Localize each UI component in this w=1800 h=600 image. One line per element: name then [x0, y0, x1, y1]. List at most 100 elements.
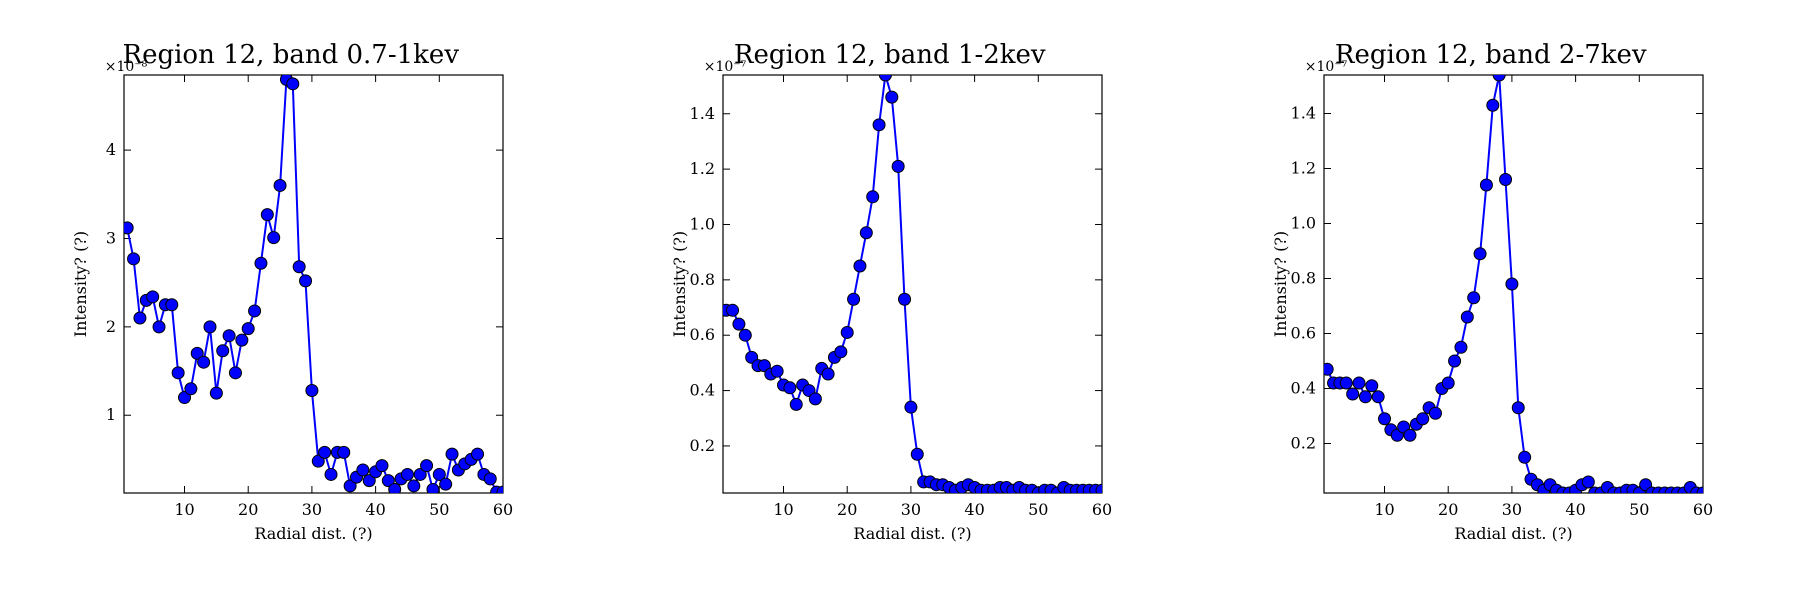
data-point — [375, 459, 389, 473]
data-point — [318, 445, 332, 459]
data-point — [726, 303, 740, 317]
data-point — [165, 298, 179, 312]
x-tick-label: 30 — [302, 500, 322, 519]
data-point — [184, 382, 198, 396]
data-point — [267, 231, 281, 245]
data-point — [337, 445, 351, 459]
data-point — [471, 447, 485, 461]
data-point — [840, 325, 854, 339]
data-point — [808, 392, 822, 406]
data-point — [1581, 475, 1595, 489]
chart-title: Region 12, band 0.7-1kev — [123, 40, 460, 70]
data-point — [178, 391, 192, 405]
chart-panel-2: Region 12, band 1-2kev ×10⁻⁷ Radial dist… — [670, 40, 1112, 543]
y-multiplier: ×10⁻⁷ — [1305, 59, 1348, 75]
x-tick-label: 10 — [1374, 500, 1394, 519]
data-point — [821, 367, 835, 381]
data-point — [1441, 376, 1455, 390]
data-point — [152, 320, 166, 334]
data-point — [343, 479, 357, 493]
data-point — [260, 208, 274, 222]
data-point — [1448, 354, 1462, 368]
chart-title: Region 12, band 1-2kev — [734, 40, 1046, 70]
data-point — [847, 292, 861, 306]
y-tick-label: 0.2 — [690, 436, 715, 455]
chart-panel-1: Region 12, band 0.7-1kev ×10⁻⁸ Radial di… — [71, 40, 513, 543]
series-group — [1324, 75, 1703, 493]
x-tick-label: 60 — [1092, 500, 1112, 519]
data-point — [445, 447, 459, 461]
data-point — [1467, 291, 1481, 305]
data-point — [362, 474, 376, 488]
x-tick-label: 50 — [429, 500, 449, 519]
data-point — [1518, 450, 1532, 464]
x-tick-label: 50 — [1629, 500, 1649, 519]
data-point — [789, 397, 803, 411]
data-point — [1403, 428, 1417, 442]
x-tick-label: 20 — [837, 500, 857, 519]
chart-panel-3: Region 12, band 2-7kev ×10⁻⁷ Radial dist… — [1271, 40, 1713, 543]
data-point — [222, 329, 236, 343]
data-point — [910, 447, 924, 461]
x-tick-label: 20 — [238, 500, 258, 519]
data-point — [878, 75, 892, 82]
data-point — [273, 178, 287, 192]
data-point — [853, 259, 867, 273]
data-point — [209, 386, 223, 400]
data-point — [356, 463, 370, 477]
data-point — [1499, 173, 1513, 186]
data-point — [1339, 376, 1353, 390]
x-tick-label: 60 — [493, 500, 513, 519]
y-tick-label: 3 — [106, 228, 116, 247]
data-point — [1454, 340, 1468, 354]
data-point — [197, 355, 211, 369]
series-line — [726, 75, 1102, 493]
plot-frame — [123, 74, 504, 494]
y-tick-label: 1.2 — [1291, 159, 1316, 178]
data-point — [1358, 390, 1372, 404]
data-point — [496, 485, 503, 493]
y-tick-label: 0.4 — [1291, 379, 1316, 398]
x-tick-label: 40 — [1565, 500, 1585, 519]
data-point — [203, 320, 217, 334]
data-point — [885, 90, 899, 104]
data-point — [216, 344, 230, 358]
data-point — [254, 256, 268, 270]
y-tick-label: 0.6 — [1291, 324, 1316, 343]
data-point — [1378, 412, 1392, 426]
data-point — [420, 459, 434, 473]
data-point — [439, 477, 453, 491]
y-multiplier: ×10⁻⁷ — [704, 59, 747, 75]
data-point — [1696, 486, 1703, 493]
data-point — [124, 221, 134, 235]
y-tick-label: 0.2 — [1291, 434, 1316, 453]
x-axis-label: Radial dist. (?) — [853, 524, 971, 543]
data-point — [783, 381, 797, 395]
chart-title: Region 12, band 2-7kev — [1335, 40, 1647, 70]
y-axis-label: Intensity? (?) — [670, 231, 689, 337]
data-point — [324, 467, 338, 481]
x-axis-label: Radial dist. (?) — [1454, 524, 1572, 543]
series-group — [723, 75, 1102, 493]
data-point — [834, 345, 848, 359]
data-point — [400, 467, 414, 481]
data-point — [311, 454, 325, 468]
data-point — [248, 304, 262, 318]
data-point — [413, 467, 427, 481]
data-point — [483, 472, 497, 486]
data-point — [732, 317, 746, 331]
y-tick-label: 0.8 — [1291, 269, 1316, 288]
data-point — [1473, 247, 1487, 261]
data-point — [904, 400, 918, 414]
y-tick-label: 2 — [106, 317, 116, 336]
series-group — [124, 75, 503, 493]
y-tick-label: 1.4 — [690, 104, 715, 123]
data-point — [241, 322, 255, 336]
x-tick-label: 50 — [1028, 500, 1048, 519]
data-point — [426, 482, 440, 493]
data-point — [235, 333, 249, 347]
data-point — [1346, 387, 1360, 401]
data-point — [146, 290, 160, 304]
data-point — [133, 311, 147, 325]
